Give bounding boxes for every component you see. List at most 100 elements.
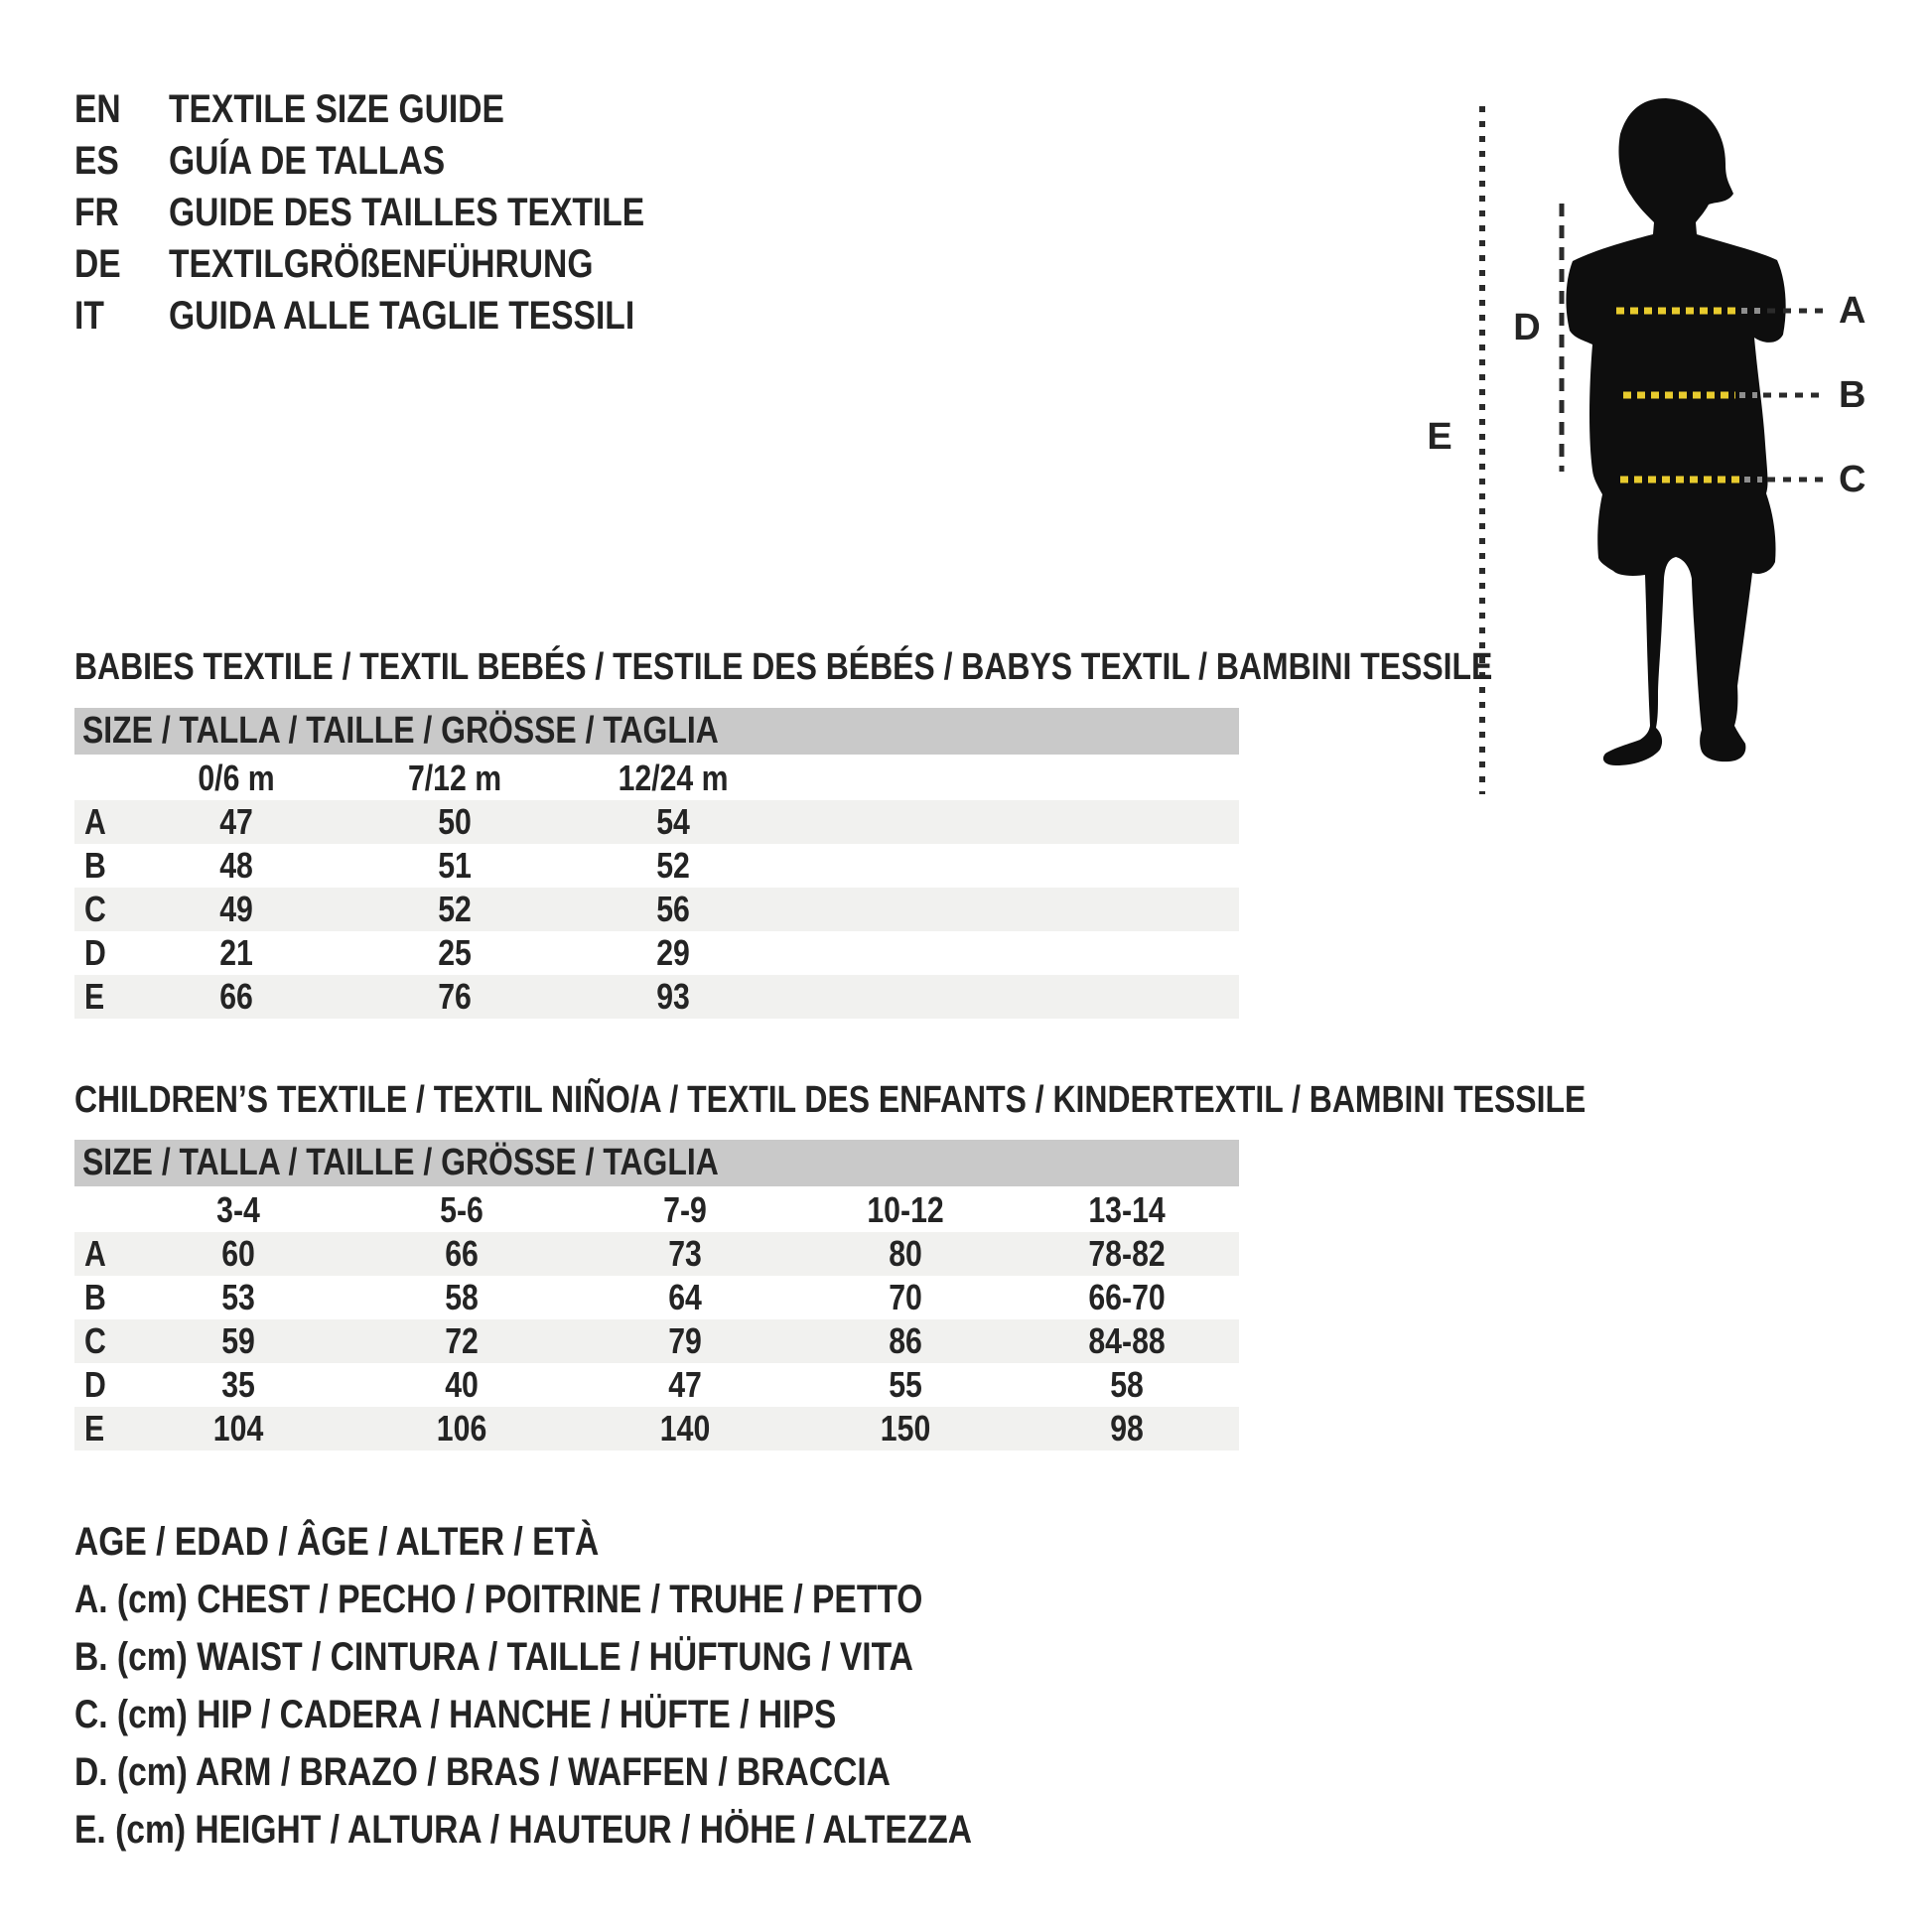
language-title: TEXTILE SIZE GUIDE <box>169 87 735 132</box>
table-cell: 76 <box>345 975 564 1019</box>
table-cell: 35 <box>129 1363 347 1407</box>
column-header: 5-6 <box>352 1188 571 1232</box>
table-cell-text: 66-70 <box>1088 1277 1166 1317</box>
table-row: D 35 40 47 55 58 <box>74 1363 1239 1407</box>
legend-item-text: AGE / EDAD / ÂGE / ALTER / ETÀ <box>74 1520 600 1564</box>
legend-item: B. (cm) WAIST / CINTURA / TAILLE / HÜFTU… <box>74 1628 1143 1686</box>
table-row: D 21 25 29 <box>74 931 1239 975</box>
legend-item-text: B. (cm) WAIST / CINTURA / TAILLE / HÜFTU… <box>74 1635 913 1679</box>
language-title-text: GUIDE DES TAILLES TEXTILE <box>169 190 645 234</box>
label-c: C <box>1839 459 1865 500</box>
language-title: GUÍA DE TALLAS <box>169 139 735 184</box>
table-row: B 48 51 52 <box>74 844 1239 888</box>
table-row: A 47 50 54 <box>74 800 1239 844</box>
table-cell-text: 52 <box>656 845 690 886</box>
table-cell: 50 <box>345 800 564 844</box>
table-row: A 60 66 73 80 78-82 <box>74 1232 1239 1276</box>
row-label: A <box>84 801 106 842</box>
language-code-text: IT <box>74 293 104 338</box>
table-cell-text: 58 <box>1110 1364 1144 1405</box>
table-cell-text: 25 <box>438 932 472 973</box>
column-header: 3-4 <box>129 1188 347 1232</box>
table-cell-text: 29 <box>656 932 690 973</box>
table-cell: 51 <box>345 844 564 888</box>
table-cell: 52 <box>564 844 782 888</box>
language-title-text: GUIDA ALLE TAGLIE TESSILI <box>169 293 635 338</box>
table-cell-text: 48 <box>219 845 253 886</box>
child-silhouette-figure: A B C D E <box>1427 98 1865 794</box>
column-header: 12/24 m <box>564 757 782 800</box>
table-cell: 104 <box>129 1407 347 1450</box>
legend-item-text: A. (cm) CHEST / PECHO / POITRINE / TRUHE… <box>74 1578 923 1621</box>
table-cell-text: 52 <box>438 889 472 929</box>
babies-section-title: BABIES TEXTILE / TEXTIL BEBÉS / TESTILE … <box>74 646 1493 688</box>
table-row: E 66 76 93 <box>74 975 1239 1019</box>
table-cell-text: 140 <box>659 1408 711 1449</box>
table-cell: 53 <box>129 1276 347 1319</box>
table-cell: 49 <box>127 888 345 931</box>
table-cell-text: 55 <box>889 1364 922 1405</box>
legend-item-text: E. (cm) HEIGHT / ALTURA / HAUTEUR / HÖHE… <box>74 1808 973 1852</box>
table-cell: 140 <box>576 1407 794 1450</box>
table-row: C 59 72 79 86 84-88 <box>74 1319 1239 1363</box>
table-cell: 66 <box>352 1232 571 1276</box>
legend-item: A. (cm) CHEST / PECHO / POITRINE / TRUHE… <box>74 1571 1143 1628</box>
language-code: ES <box>74 139 169 184</box>
table-cell-text: 40 <box>445 1364 479 1405</box>
table-cell-text: 106 <box>436 1408 487 1449</box>
table-cell-text: 79 <box>668 1320 702 1361</box>
legend-item: D. (cm) ARM / BRAZO / BRAS / WAFFEN / BR… <box>74 1743 1143 1801</box>
table-cell: 52 <box>345 888 564 931</box>
language-title-text: TEXTILGRÖßENFÜHRUNG <box>169 241 594 286</box>
babies-column-header-row: 0/6 m 7/12 m 12/24 m <box>74 757 1239 800</box>
language-row: FR GUIDE DES TAILLES TEXTILE <box>74 187 735 238</box>
table-cell-text: 84-88 <box>1088 1320 1166 1361</box>
row-label: B <box>84 845 106 886</box>
table-cell: 58 <box>1018 1363 1236 1407</box>
column-header: 7/12 m <box>345 757 564 800</box>
language-code: EN <box>74 87 169 132</box>
table-cell-text: 73 <box>668 1233 702 1274</box>
row-label: A <box>84 1233 106 1274</box>
column-header-text: 0/6 m <box>198 758 275 798</box>
children-column-header-row: 3-4 5-6 7-9 10-12 13-14 <box>74 1188 1239 1232</box>
table-cell-text: 72 <box>445 1320 479 1361</box>
language-title: GUIDA ALLE TAGLIE TESSILI <box>169 294 735 339</box>
table-cell: 47 <box>127 800 345 844</box>
table-cell: 25 <box>345 931 564 975</box>
row-label: D <box>84 1364 106 1405</box>
language-row: IT GUIDA ALLE TAGLIE TESSILI <box>74 290 735 342</box>
table-cell-text: 21 <box>219 932 253 973</box>
legend-item: C. (cm) HIP / CADERA / HANCHE / HÜFTE / … <box>74 1686 1143 1743</box>
table-cell-text: 86 <box>889 1320 922 1361</box>
children-size-header-bar: SIZE / TALLA / TAILLE / GRÖSSE / TAGLIA <box>74 1140 1239 1186</box>
table-cell: 58 <box>352 1276 571 1319</box>
table-cell-text: 104 <box>212 1408 264 1449</box>
table-cell-text: 60 <box>221 1233 255 1274</box>
table-cell-text: 51 <box>438 845 472 886</box>
column-header: 10-12 <box>796 1188 1015 1232</box>
language-code: DE <box>74 242 169 287</box>
language-code-text: FR <box>74 190 119 234</box>
table-cell-text: 47 <box>219 801 253 842</box>
children-section-title: CHILDREN’S TEXTILE / TEXTIL NIÑO/A / TEX… <box>74 1079 1587 1121</box>
column-header-text: 13-14 <box>1088 1189 1166 1230</box>
table-cell: 47 <box>576 1363 794 1407</box>
table-cell-text: 66 <box>445 1233 479 1274</box>
legend-item-text: C. (cm) HIP / CADERA / HANCHE / HÜFTE / … <box>74 1693 837 1736</box>
table-cell-text: 56 <box>656 889 690 929</box>
table-cell-text: 54 <box>656 801 690 842</box>
table-cell-text: 98 <box>1110 1408 1144 1449</box>
table-row: E 104 106 140 150 98 <box>74 1407 1239 1450</box>
label-a: A <box>1839 290 1865 332</box>
table-cell: 55 <box>796 1363 1015 1407</box>
table-cell: 150 <box>796 1407 1015 1450</box>
table-cell: 78-82 <box>1018 1232 1236 1276</box>
language-title-text: TEXTILE SIZE GUIDE <box>169 86 504 131</box>
table-cell: 66 <box>127 975 345 1019</box>
language-code: FR <box>74 191 169 235</box>
table-cell: 86 <box>796 1319 1015 1363</box>
table-cell-text: 66 <box>219 976 253 1017</box>
column-header-text: 7/12 m <box>407 758 502 798</box>
